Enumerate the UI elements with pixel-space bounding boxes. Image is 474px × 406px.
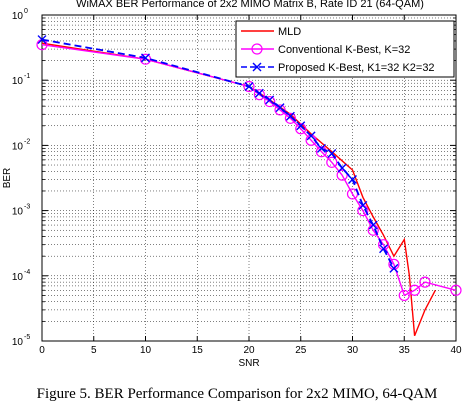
y-tick-label: 10: [12, 272, 24, 283]
data-point-x-stroke: [337, 163, 347, 173]
data-point-x: [358, 200, 368, 210]
data-point-x: [337, 163, 347, 173]
data-point-x-stroke: [358, 200, 368, 210]
data-point-circle: [264, 95, 276, 108]
data-point-circle: [326, 156, 338, 168]
y-tick-label: 10: [12, 337, 24, 348]
chart-title: WiMAX BER Performance of 2x2 MIMO Matrix…: [76, 0, 424, 10]
series-lines: [36, 35, 462, 337]
y-tick-exponent: -4: [24, 269, 30, 276]
y-tick-exponent: -3: [24, 204, 30, 211]
y-tick-exponent: -5: [24, 334, 30, 341]
data-point-x: [348, 174, 357, 184]
x-tick-label: 40: [450, 345, 462, 356]
data-point-x-stroke: [275, 103, 285, 113]
y-axis-label: BER: [2, 168, 13, 189]
data-point-x: [379, 244, 389, 254]
data-point-circle: [284, 112, 296, 124]
x-tick-label: 35: [399, 345, 411, 356]
data-point-x: [316, 143, 326, 153]
data-point-x: [37, 35, 47, 45]
data-point-circle: [243, 80, 255, 93]
data-point-x: [275, 103, 285, 113]
x-tick-label: 10: [140, 345, 152, 356]
data-point-x: [265, 95, 275, 105]
data-point-x-stroke: [141, 53, 150, 63]
y-tick-label: 10: [12, 207, 24, 218]
data-point-circle: [251, 43, 263, 55]
data-point-x: [368, 220, 378, 230]
data-point-x: [327, 149, 337, 159]
series-3: [37, 35, 399, 273]
y-tick-exponent: -2: [24, 138, 30, 145]
data-point-circle: [253, 89, 265, 101]
data-point-x: [306, 131, 316, 141]
y-tick-label: 10: [12, 141, 24, 152]
data-point-x-stroke: [327, 149, 337, 159]
legend-entry: Conventional K-Best, K=32: [278, 44, 410, 56]
data-point-x: [252, 62, 262, 72]
data-point-x-stroke: [254, 88, 264, 98]
data-point-x: [389, 263, 399, 273]
x-tick-label: 15: [192, 345, 204, 356]
data-point-circle: [409, 284, 421, 296]
y-tick-exponent: 0: [24, 8, 28, 15]
x-axis-label: SNR: [238, 358, 259, 369]
data-point-circle: [419, 276, 431, 288]
y-tick-label: 10: [12, 76, 24, 87]
data-point-x: [285, 111, 295, 121]
data-point-x-stroke: [296, 121, 306, 131]
data-point-x-stroke: [252, 62, 262, 72]
data-point-x-stroke: [379, 244, 389, 254]
data-point-x-stroke: [285, 111, 295, 121]
series-line: [41, 42, 436, 337]
data-point-x: [254, 88, 264, 98]
series-1: [41, 42, 436, 337]
y-tick-exponent: -1: [24, 73, 30, 80]
data-point-x: [141, 53, 150, 63]
data-point-circle: [398, 289, 410, 302]
data-point-x: [244, 82, 254, 92]
data-point-x-stroke: [306, 131, 316, 141]
legend: MLD Conventional K-Best, K=32 Proposed K-B…: [235, 20, 455, 78]
data-point-circle: [336, 169, 348, 181]
figure-caption: Figure 5. BER Performance Comparison for…: [37, 386, 438, 401]
legend-entry: MLD: [278, 26, 301, 38]
y-tick-label: 10: [12, 11, 24, 22]
data-point-x-stroke: [37, 35, 47, 45]
data-point-circle: [450, 284, 462, 296]
data-point-x-stroke: [244, 82, 254, 92]
data-point-x-stroke: [316, 143, 326, 153]
data-point-x-stroke: [348, 174, 357, 184]
x-tick-label: 30: [347, 345, 359, 356]
data-point-x-stroke: [368, 220, 378, 230]
data-point-x-stroke: [265, 95, 275, 105]
data-point-circle: [274, 104, 286, 116]
x-tick-label: 0: [39, 345, 45, 356]
x-tick-label: 25: [295, 345, 307, 356]
legend-entry: Proposed K-Best, K1=32 K2=32: [278, 62, 435, 74]
data-point-x-stroke: [389, 263, 399, 273]
data-point-x: [296, 121, 306, 131]
data-point-circle: [295, 123, 307, 135]
x-tick-label: 20: [243, 345, 255, 356]
x-tick-label: 5: [91, 345, 97, 356]
